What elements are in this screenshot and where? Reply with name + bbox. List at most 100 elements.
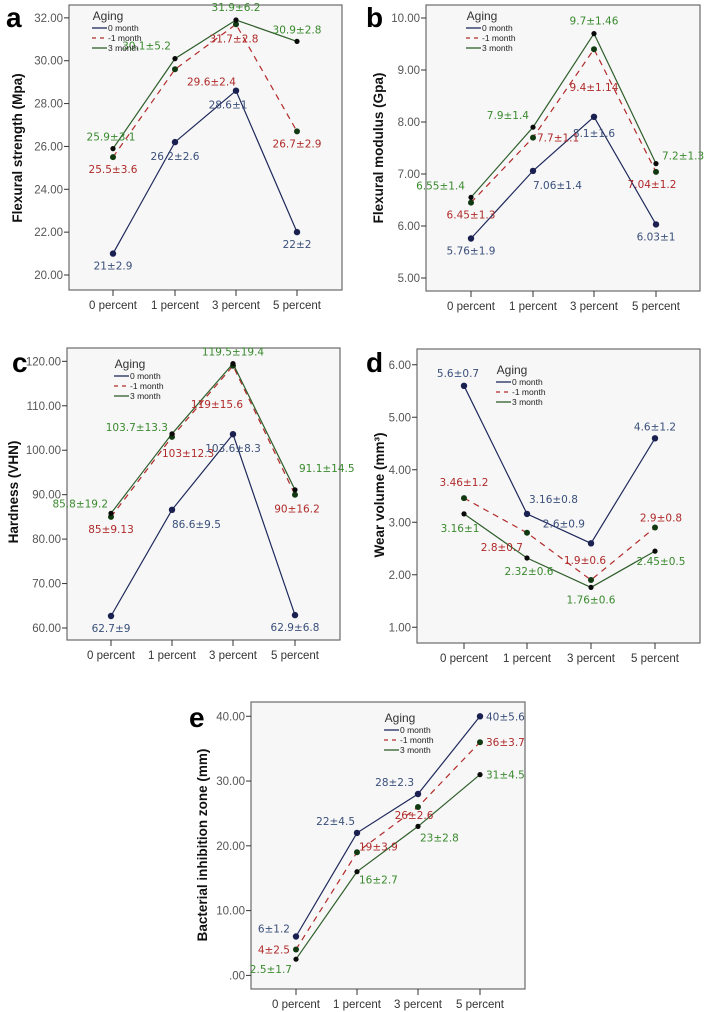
y-tick-label: 3.00 (389, 517, 411, 529)
data-label: 23±2.8 (420, 832, 459, 844)
data-label: 91.1±14.5 (299, 463, 355, 475)
data-label: 9.7±1.46 (570, 16, 619, 28)
data-point (524, 555, 530, 561)
legend-title: Aging (115, 357, 146, 371)
legend-title: Aging (385, 711, 416, 725)
data-point (652, 221, 660, 228)
data-label: 29.6±2.4 (187, 76, 236, 88)
x-tick-label: 1 percent (509, 301, 558, 313)
legend-entry: 3 month (108, 43, 139, 53)
data-label: 30.9±2.8 (273, 24, 322, 36)
series-line-3-month (295, 774, 481, 960)
y-tick-label: 2.00 (389, 570, 411, 582)
legend-entry: 3 month (400, 745, 431, 755)
y-tick-label: 28.00 (34, 99, 63, 111)
x-tick-label: 3 percent (209, 650, 258, 662)
y-tick-label: 24.00 (34, 184, 63, 196)
data-point (460, 382, 468, 389)
legend-entry: 3 month (482, 43, 513, 53)
data-label: 3.16±0.8 (529, 494, 578, 506)
legend-entry: 0 month (108, 23, 139, 33)
y-tick-label: 5.00 (398, 273, 420, 285)
y-tick-label: 8.00 (398, 117, 420, 129)
data-point (110, 154, 116, 161)
panel-label: b (366, 2, 383, 33)
data-point (415, 804, 421, 810)
data-label: 7.04±1.2 (628, 179, 677, 191)
y-axis-label: Flexural strength (Mpa) (10, 73, 25, 222)
data-point (591, 30, 597, 37)
x-tick-label: 5 percent (271, 650, 320, 662)
series-line-1-month (470, 48, 657, 204)
series-line-3-month (470, 32, 657, 198)
data-label: 7.06±1.4 (533, 180, 582, 192)
y-tick-label: 10.00 (216, 906, 245, 918)
data-label: 2.8±0.7 (481, 542, 523, 554)
y-tick-label: 32.00 (34, 13, 63, 25)
data-point (651, 435, 659, 442)
series-line-1-month (112, 23, 298, 158)
data-label: 6.03±1 (637, 231, 676, 243)
data-label: 4±2.5 (258, 945, 290, 957)
x-tick-label: 0 percent (440, 653, 489, 665)
data-label: 62.7±9 (92, 623, 131, 635)
y-tick-label: 4.00 (389, 465, 411, 477)
y-axis-label: Flexural modulus (Gpa) (371, 73, 386, 224)
data-point (653, 168, 659, 175)
data-label: 31±4.5 (486, 770, 525, 782)
data-point (530, 134, 536, 141)
legend-entry: -1 month (130, 381, 164, 391)
data-label: 119±15.6 (191, 399, 244, 411)
y-tick-label: 70.00 (32, 579, 61, 591)
series-line-1-month (295, 741, 481, 950)
x-tick-label: 5 percent (632, 301, 681, 313)
chart-e: e Bacterial inhibition zone (mm) .00 10.00 2… (189, 701, 526, 1011)
y-tick-label: 20.00 (216, 841, 245, 853)
data-point (591, 46, 597, 53)
data-label: 6±1.2 (258, 924, 290, 936)
data-point (168, 506, 176, 513)
data-label: 2.9±0.8 (640, 513, 682, 525)
y-tick-label: 30.00 (216, 776, 245, 788)
data-point (476, 713, 484, 720)
data-label: 7.7±1.1 (537, 133, 579, 145)
series-line-0-month (463, 385, 656, 545)
data-point (108, 510, 114, 516)
data-point (415, 823, 421, 830)
x-tick-label: 5 percent (456, 999, 505, 1011)
legend-entry: 3 month (512, 397, 543, 407)
data-point (461, 495, 467, 502)
y-tick-label: 120.00 (26, 356, 61, 368)
data-point (232, 87, 240, 94)
y-tick-label: 26.00 (34, 141, 63, 153)
x-tick-label: 0 percent (272, 999, 321, 1011)
legend-entry: 0 month (130, 371, 161, 381)
legend-entry: 0 month (400, 725, 431, 735)
data-label: 6.45±1.3 (447, 210, 496, 222)
data-point (110, 146, 116, 152)
data-label: 8.1±1.6 (573, 128, 616, 140)
legend-title: Aging (93, 9, 124, 23)
data-point (587, 540, 595, 547)
data-label: 85±9.13 (88, 524, 134, 536)
data-point (353, 829, 361, 837)
data-point (477, 739, 483, 746)
data-point (467, 235, 475, 242)
y-tick-label: 5.00 (389, 412, 411, 424)
data-label: 6.55±1.4 (416, 180, 465, 192)
data-point (354, 869, 360, 875)
y-tick-label: 110.00 (27, 401, 61, 413)
legend-entry: 3 month (130, 391, 161, 401)
data-label: 28±2.3 (375, 777, 414, 789)
data-label: 28.6±1 (209, 100, 248, 112)
x-tick-label: 5 percent (631, 653, 680, 665)
data-label: 2.45±0.5 (637, 556, 686, 568)
chart-d: d Wear volume (mm³) 1.00 2.00 3.00 4.00 5.00 6.… (366, 347, 701, 665)
series-line-0-month (112, 89, 298, 254)
x-tick-label: 1 percent (151, 300, 200, 312)
data-label: 2.6±0.9 (543, 518, 585, 530)
x-tick-label: 3 percent (212, 300, 261, 312)
